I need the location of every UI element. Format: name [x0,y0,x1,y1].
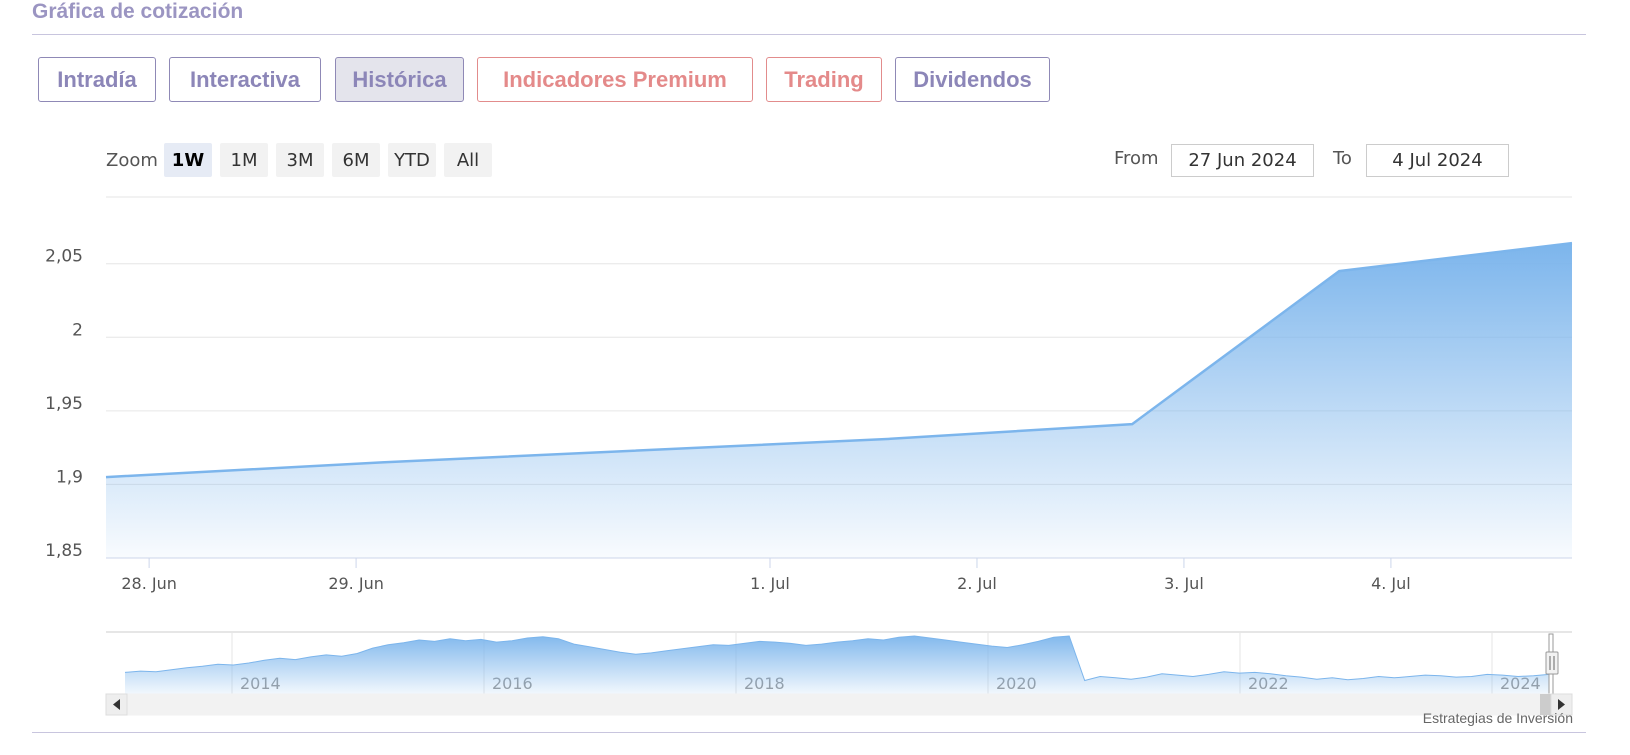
tab-indicadores-premium[interactable]: Indicadores Premium [477,57,753,102]
navigator-line [124,635,1550,682]
series-area-fill [106,243,1572,558]
y-tick-label: 1,95 [45,394,83,414]
title-divider [32,34,1586,35]
chart-credits[interactable]: Estrategias de Inversión [1422,710,1573,726]
tab-interactiva[interactable]: Interactiva [169,57,321,102]
scrollbar-thumb[interactable] [1540,694,1552,715]
series-line [105,241,1573,479]
x-axis-labels: 28. Jun 29. Jun 1. Jul 2. Jul 3. Jul 4. Jul [121,558,1411,593]
left-arrow-icon [113,699,120,710]
x-tick-label: 4. Jul [1371,574,1411,593]
zoom-6m-button[interactable]: 6M [332,143,380,177]
scrollbar-track[interactable] [105,693,1573,716]
x-tick-label: 3. Jul [1164,574,1204,593]
y-tick-label: 1,9 [56,467,83,487]
scrollbar[interactable] [105,693,1573,716]
y-tick-label: 1,85 [45,541,83,561]
from-date-input[interactable]: 27 Jun 2024 [1171,144,1314,177]
right-arrow-icon [1558,699,1565,710]
tab-dividendos[interactable]: Dividendos [895,57,1050,102]
navigator-area [125,636,1549,694]
navigator-handle[interactable] [1545,651,1559,675]
tab-intradia[interactable]: Intradía [38,57,156,102]
zoom-all-button[interactable]: All [444,143,492,177]
y-tick-label: 2,05 [45,247,83,267]
series-area [105,241,1573,558]
page-title: Gráfica de cotización [32,0,244,23]
to-label: To [1333,148,1352,169]
footer-divider [32,732,1586,733]
zoom-3m-button[interactable]: 3M [276,143,324,177]
tab-trading[interactable]: Trading [766,57,882,102]
navigator-series [124,635,1550,694]
zoom-ytd-button[interactable]: YTD [388,143,436,177]
y-axis-labels: 1,85 1,9 1,95 2 2,05 [45,247,83,561]
navigator[interactable]: 201420162018202020222024 [106,631,1572,695]
x-tick-label: 28. Jun [121,574,177,593]
x-tick-label: 29. Jun [328,574,384,593]
zoom-label: Zoom [106,150,158,171]
x-tick-label: 1. Jul [750,574,790,593]
zoom-1w-button[interactable]: 1W [164,143,212,177]
tab-historica[interactable]: Histórica [335,57,464,102]
to-date-input[interactable]: 4 Jul 2024 [1366,144,1509,177]
from-label: From [1114,148,1159,169]
zoom-1m-button[interactable]: 1M [220,143,268,177]
y-tick-label: 2 [72,320,83,340]
x-tick-label: 2. Jul [957,574,997,593]
